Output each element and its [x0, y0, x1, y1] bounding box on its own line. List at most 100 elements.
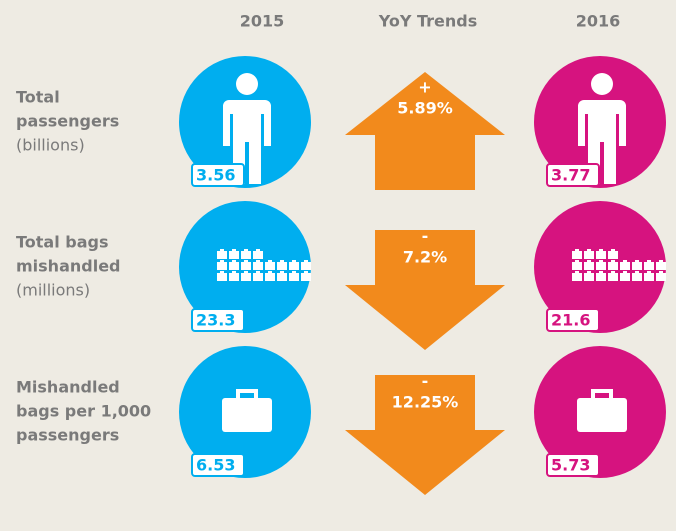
- bag-icon: [644, 273, 654, 281]
- bag-handle: [244, 249, 248, 251]
- value: 5.73: [551, 456, 590, 475]
- bag-icon: [277, 273, 287, 281]
- bag-handle: [659, 260, 663, 262]
- bag-icon: [253, 273, 263, 281]
- bag-icon: [289, 262, 299, 270]
- bag-handle: [623, 260, 627, 262]
- bag-icon: [632, 273, 642, 281]
- bag-icon: [301, 273, 311, 281]
- bag-handle: [256, 249, 260, 251]
- bag-handle: [268, 271, 272, 273]
- value-box: [191, 308, 245, 332]
- suitcase-handle: [236, 389, 258, 398]
- bag-icon: [241, 273, 251, 281]
- value-box: [546, 453, 600, 477]
- bag-icon: [253, 251, 263, 259]
- header-trend: YoY Trends: [378, 12, 478, 31]
- bag-icon: [241, 262, 251, 270]
- bag-icon: [265, 273, 275, 281]
- bag-handle: [599, 249, 603, 251]
- trend-sign: -: [422, 227, 429, 246]
- bag-icon: [229, 273, 239, 281]
- bag-icon: [253, 262, 263, 270]
- bag-icon: [217, 251, 227, 259]
- bag-icon: [277, 262, 287, 270]
- bag-handle: [232, 249, 236, 251]
- bag-handle: [220, 271, 224, 273]
- bag-handle: [647, 271, 651, 273]
- bag-icon: [620, 262, 630, 270]
- bag-handle: [647, 260, 651, 262]
- person-head: [236, 73, 258, 95]
- bag-handle: [244, 271, 248, 273]
- bag-icon: [229, 262, 239, 270]
- row-unit: (billions): [16, 136, 85, 155]
- bag-icon: [289, 273, 299, 281]
- bag-icon: [644, 262, 654, 270]
- bag-icon: [608, 273, 618, 281]
- bag-icon: [608, 262, 618, 270]
- bag-handle: [268, 260, 272, 262]
- suitcase-icon: [577, 398, 627, 432]
- header-2015: 2015: [240, 12, 285, 31]
- value: 23.3: [196, 311, 235, 330]
- bag-handle: [611, 249, 615, 251]
- bag-handle: [623, 271, 627, 273]
- bag-handle: [575, 271, 579, 273]
- bag-icon: [572, 273, 582, 281]
- trend-value: 5.89%: [397, 99, 453, 118]
- bag-handle: [220, 249, 224, 251]
- bag-icon: [656, 273, 666, 281]
- bag-icon: [632, 262, 642, 270]
- bag-handle: [635, 260, 639, 262]
- value: 21.6: [551, 311, 590, 330]
- bag-icon: [572, 262, 582, 270]
- bag-icon: [265, 262, 275, 270]
- bag-handle: [220, 260, 224, 262]
- bag-icon: [584, 251, 594, 259]
- bag-handle: [575, 260, 579, 262]
- row-label: passengers: [16, 112, 119, 131]
- row-label: Total: [16, 88, 60, 107]
- bag-handle: [292, 260, 296, 262]
- bag-handle: [280, 271, 284, 273]
- bag-handle: [280, 260, 284, 262]
- row-unit: (millions): [16, 281, 90, 300]
- bag-handle: [599, 260, 603, 262]
- trend-value: 12.25%: [392, 393, 459, 412]
- header-2016: 2016: [576, 12, 621, 31]
- value-box: [191, 453, 245, 477]
- bag-handle: [659, 271, 663, 273]
- bag-handle: [635, 271, 639, 273]
- suitcase-icon: [222, 398, 272, 432]
- bag-icon: [217, 273, 227, 281]
- trend-arrow: [345, 72, 505, 190]
- bag-handle: [232, 271, 236, 273]
- bag-handle: [292, 271, 296, 273]
- bag-icon: [241, 251, 251, 259]
- value: 3.77: [551, 166, 590, 185]
- person-head: [591, 73, 613, 95]
- bag-handle: [611, 260, 615, 262]
- bag-handle: [256, 260, 260, 262]
- trend-sign: +: [418, 78, 431, 97]
- bag-icon: [217, 262, 227, 270]
- value: 3.56: [196, 166, 235, 185]
- bag-handle: [575, 249, 579, 251]
- row-label: bags per 1,000: [16, 402, 151, 421]
- bag-icon: [620, 273, 630, 281]
- row-label: Mishandled: [16, 378, 120, 397]
- bag-handle: [244, 260, 248, 262]
- bag-icon: [596, 262, 606, 270]
- bag-handle: [587, 249, 591, 251]
- trend-value: 7.2%: [403, 248, 447, 267]
- bag-handle: [232, 260, 236, 262]
- bag-icon: [584, 273, 594, 281]
- trend-sign: -: [422, 372, 429, 391]
- bag-icon: [572, 251, 582, 259]
- value-box: [546, 163, 600, 187]
- trend-arrow: [345, 375, 505, 495]
- bag-handle: [256, 271, 260, 273]
- bag-icon: [229, 251, 239, 259]
